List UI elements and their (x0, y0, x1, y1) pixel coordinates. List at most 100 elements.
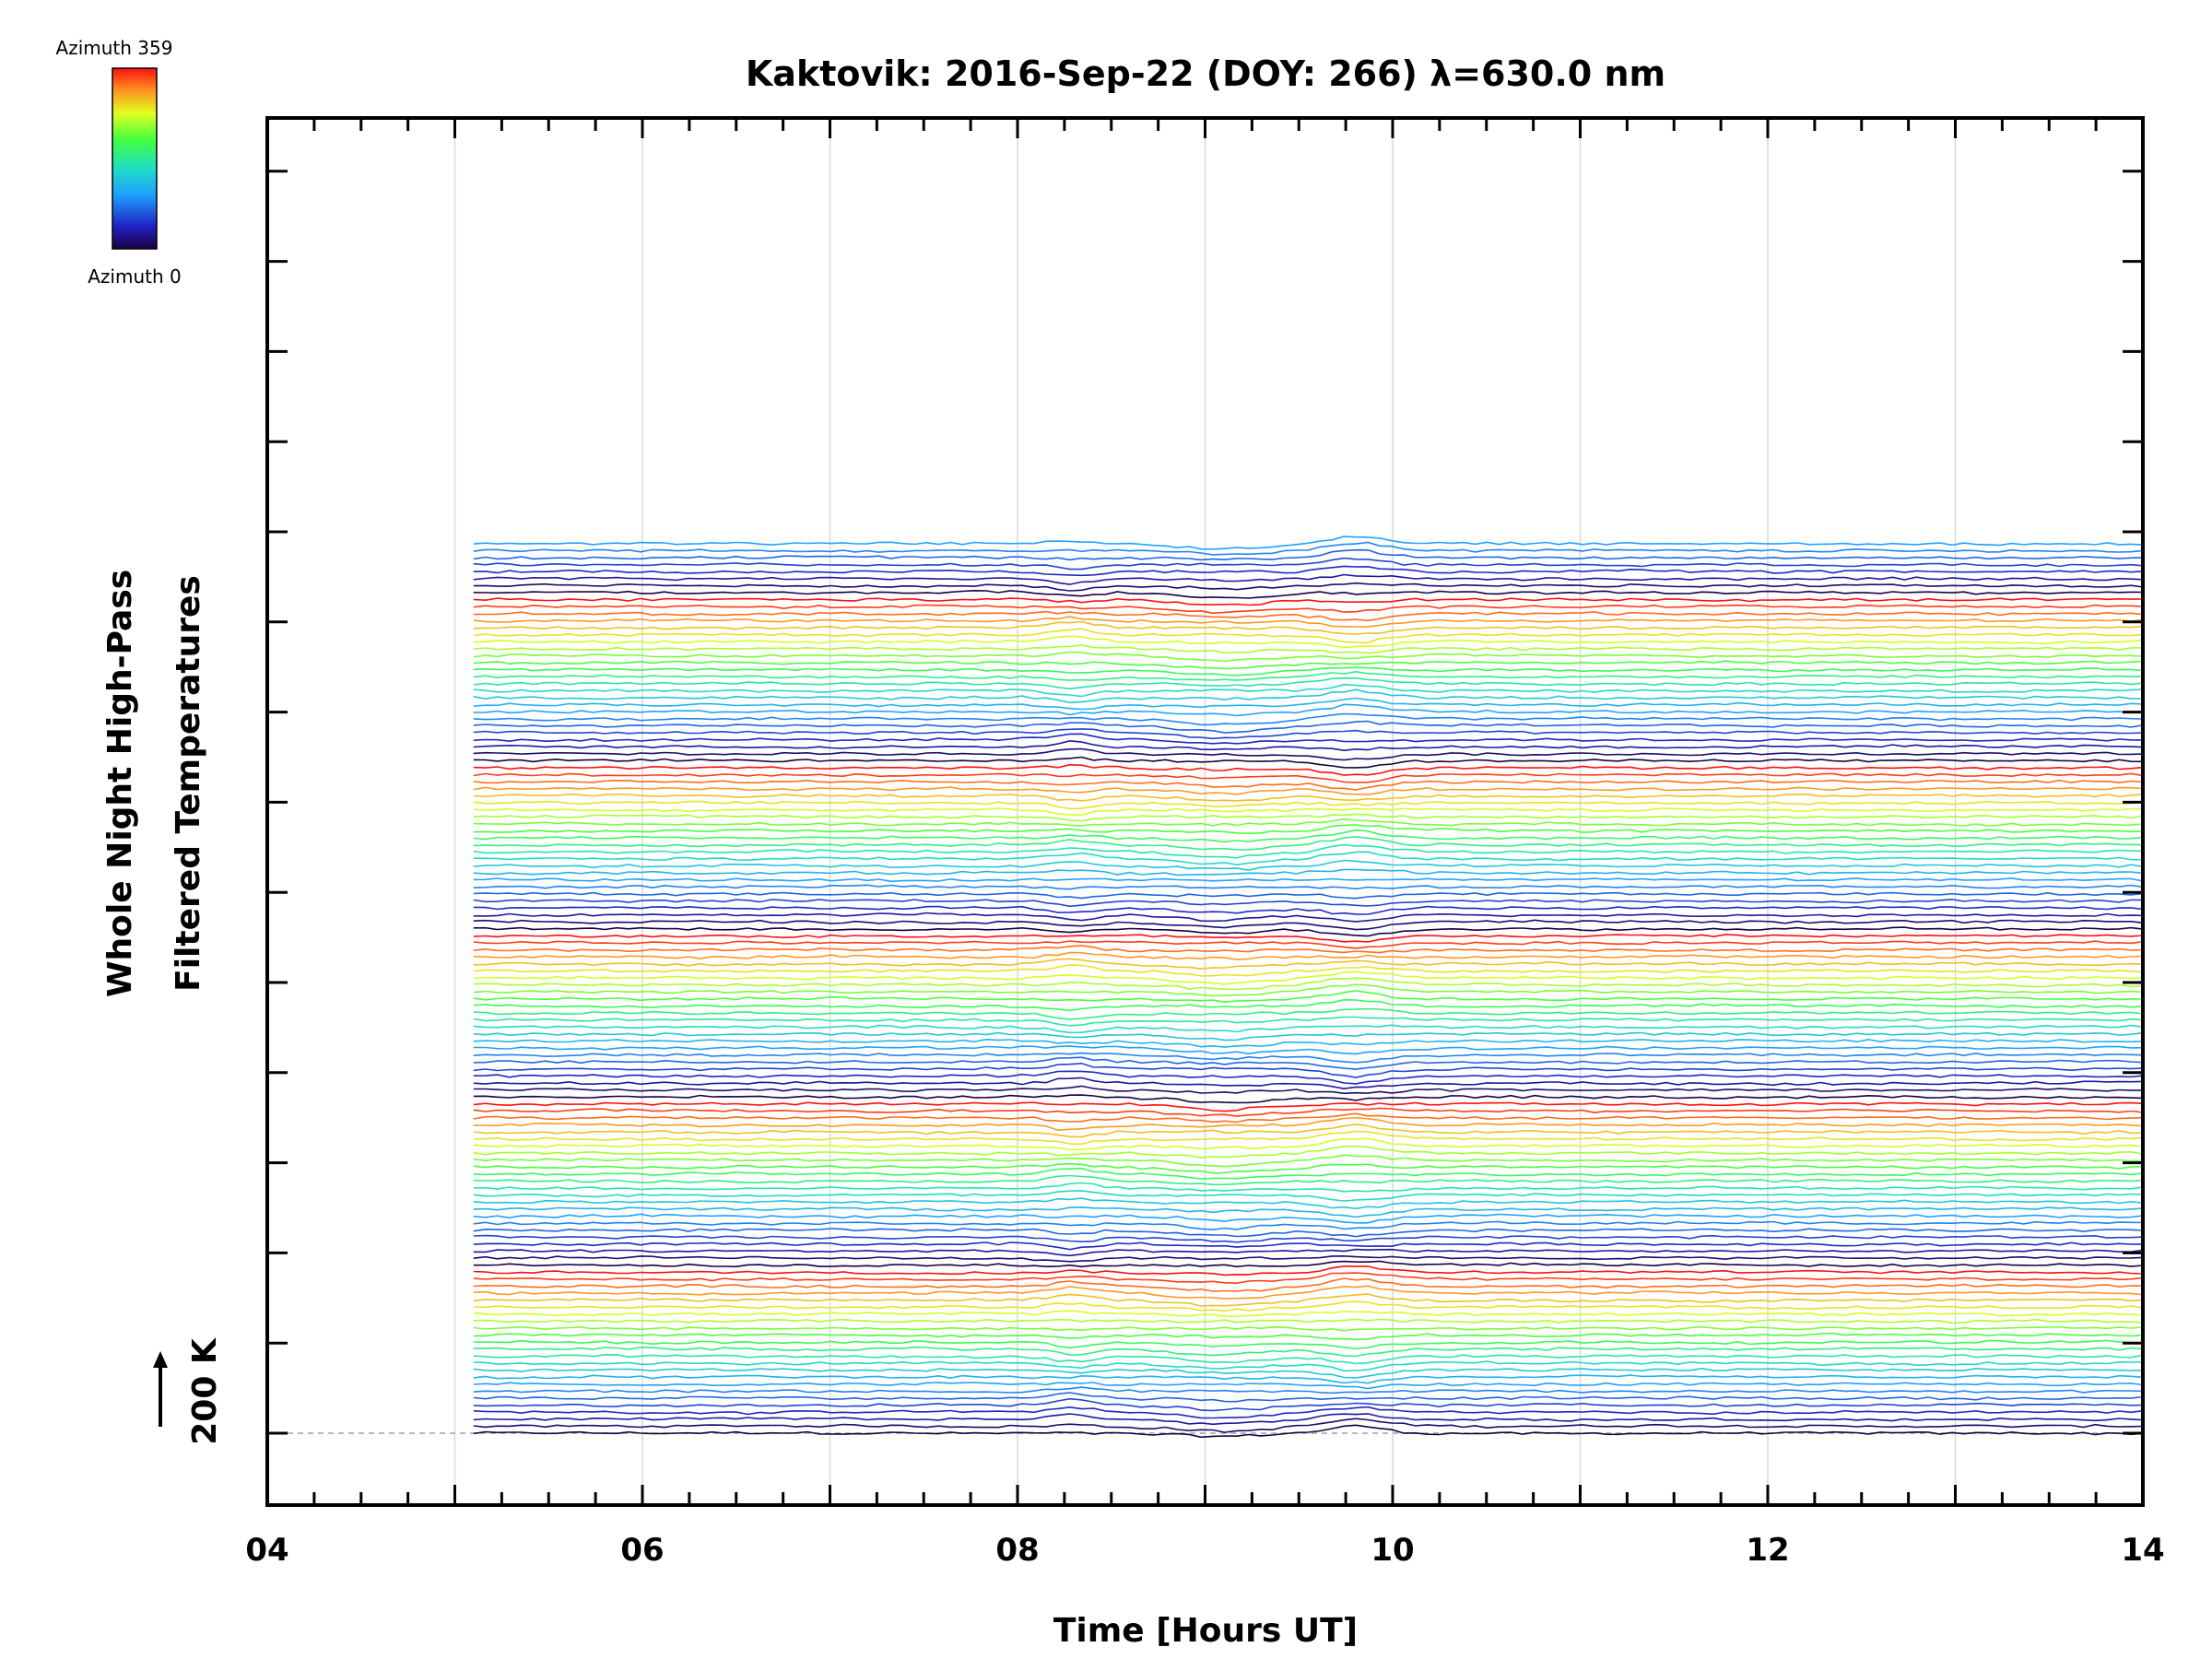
temperature-trace (473, 836, 2143, 851)
temperature-trace (473, 733, 2143, 745)
temperature-trace (473, 1406, 2143, 1419)
temperature-trace (473, 1300, 2143, 1312)
temperature-trace (473, 1174, 2143, 1186)
temperature-trace (473, 786, 2143, 795)
temperature-trace (473, 1424, 2143, 1439)
temperature-trace (473, 1353, 2143, 1365)
x-tick-labels: 04 06 08 10 12 14 (245, 1532, 2164, 1569)
temperature-trace (473, 677, 2143, 690)
temperature-trace (473, 720, 2143, 734)
temperature-trace (473, 1094, 2143, 1104)
temperature-trace (473, 1260, 2143, 1268)
temperature-trace (473, 660, 2143, 670)
temperature-trace (473, 800, 2143, 810)
temperature-trace (473, 859, 2143, 871)
temperature-trace (473, 1190, 2143, 1202)
temperature-trace (473, 739, 2143, 752)
temperature-trace (473, 1234, 2143, 1243)
temperature-trace (473, 1228, 2143, 1238)
temperature-trace (473, 1031, 2143, 1041)
temperature-trace (473, 1167, 2143, 1180)
temperature-trace (473, 1056, 2143, 1070)
temperature-trace (473, 977, 2143, 991)
temperature-trace (473, 763, 2143, 776)
temperature-trace (473, 1374, 2143, 1384)
x-tick-label: 08 (995, 1532, 1039, 1569)
vertical-grid (453, 118, 1957, 1505)
temperature-trace (473, 628, 2143, 644)
temperature-trace (473, 703, 2143, 717)
temperature-trace (473, 829, 2143, 843)
temperature-trace (473, 964, 2143, 977)
temperature-trace (473, 565, 2143, 577)
temperature-trace (473, 971, 2143, 985)
temperature-trace (473, 983, 2143, 997)
temperature-trace (473, 728, 2143, 740)
temperature-trace (473, 877, 2143, 883)
temperature-trace (473, 573, 2143, 585)
temperature-trace (473, 1070, 2143, 1085)
temperature-trace (473, 1339, 2143, 1350)
temperature-trace (473, 813, 2143, 822)
temperature-trace (473, 1116, 2143, 1132)
temperature-trace (473, 670, 2143, 681)
temperature-trace (473, 905, 2143, 915)
temperature-trace (473, 1382, 2143, 1390)
temperature-trace (473, 1241, 2143, 1251)
temperature-trace (473, 824, 2143, 835)
temperature-trace (473, 1206, 2143, 1218)
temperature-trace (473, 1213, 2143, 1224)
temperature-trace (473, 818, 2143, 827)
chart-title: Kaktovik: 2016-Sep-22 (DOY: 266) λ=630.0… (746, 53, 1665, 94)
temperature-trace (473, 1310, 2143, 1318)
x-tick-label: 12 (1746, 1532, 1789, 1569)
scale-indicator: 200 K (153, 1337, 224, 1445)
temperature-trace (473, 1325, 2143, 1332)
temperature-trace (473, 868, 2143, 877)
temperature-trace (473, 1154, 2143, 1168)
temperature-trace (473, 1285, 2143, 1300)
temperature-trace (473, 843, 2143, 859)
legend-bottom-label: Azimuth 0 (88, 265, 182, 288)
temperature-trace (473, 1332, 2143, 1341)
temperature-trace (473, 851, 2143, 866)
temperature-trace (473, 1346, 2143, 1358)
temperature-trace (473, 616, 2143, 628)
temperature-trace (473, 747, 2143, 761)
temperature-trace (473, 926, 2143, 937)
temperature-trace (473, 919, 2143, 931)
temperature-trace (473, 1024, 2143, 1034)
temperature-trace (473, 793, 2143, 802)
temperature-trace (473, 990, 2143, 1004)
temperature-trace (473, 1367, 2143, 1379)
temperature-trace (473, 1145, 2143, 1159)
temperature-trace (473, 1293, 2143, 1307)
x-tick-label: 14 (2121, 1532, 2164, 1569)
temperature-trace (473, 1418, 2143, 1433)
axis-ticks (265, 118, 2145, 1505)
temperature-trace (473, 1220, 2143, 1231)
temperature-trace (473, 945, 2143, 954)
temperature-trace (473, 998, 2143, 1012)
temperature-trace (473, 884, 2143, 890)
temperature-trace (473, 697, 2143, 711)
temperature-trace (473, 1038, 2143, 1048)
scale-arrowhead-icon (153, 1351, 168, 1368)
temperature-trace (473, 772, 2143, 783)
temperature-trace (473, 756, 2143, 769)
temperature-trace (473, 589, 2143, 599)
scale-label: 200 K (186, 1337, 224, 1445)
temperature-trace (473, 597, 2143, 606)
temperature-trace (473, 1277, 2143, 1292)
temperature-trace (473, 644, 2143, 654)
temperature-trace (473, 548, 2143, 561)
x-tick-label: 04 (245, 1532, 288, 1569)
temperature-trace (473, 1123, 2143, 1138)
temperature-trace (473, 1045, 2143, 1055)
temperature-trace (473, 582, 2143, 592)
temperature-trace (473, 807, 2143, 817)
legend-top-label: Azimuth 359 (56, 37, 173, 59)
temperature-trace (473, 1062, 2143, 1078)
legend-colorbar (112, 67, 158, 250)
